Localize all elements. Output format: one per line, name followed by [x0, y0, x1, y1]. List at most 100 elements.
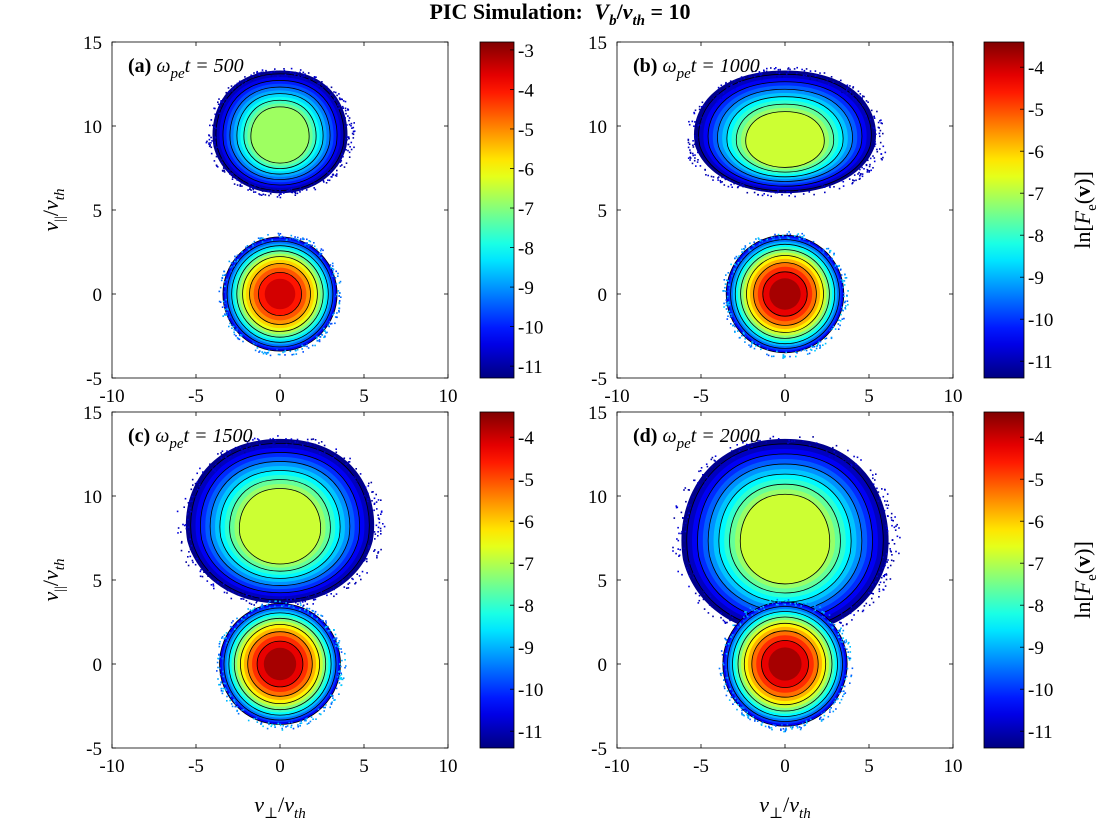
colorbar-tick-label: -8	[518, 239, 534, 260]
beam-noise	[714, 460, 716, 462]
core-noise	[235, 335, 237, 337]
beam-noise	[894, 529, 897, 531]
beam-noise	[303, 74, 306, 76]
core-noise	[279, 723, 282, 725]
beam-noise	[345, 134, 347, 137]
beam-noise	[765, 70, 768, 73]
beam-noise	[283, 192, 285, 194]
beam-noise	[374, 549, 376, 551]
core-noise	[292, 353, 295, 356]
core-noise	[764, 725, 767, 728]
core-noise	[332, 268, 335, 271]
beam-noise	[872, 601, 875, 604]
core-noise	[725, 677, 727, 679]
ytick-label: 5	[598, 201, 608, 222]
beam-noise	[881, 158, 883, 161]
beam-noise	[767, 194, 769, 197]
core-noise	[787, 599, 790, 601]
core-noise	[262, 352, 265, 355]
beam-noise	[234, 446, 237, 449]
beam-noise	[689, 159, 691, 161]
core-noise	[749, 607, 752, 610]
beam-noise	[740, 78, 742, 80]
beam-noise	[833, 451, 836, 453]
beam-noise	[702, 474, 704, 476]
beam-noise	[687, 489, 690, 491]
beam-noise	[861, 166, 863, 169]
core-noise	[241, 333, 244, 336]
core-noise	[844, 277, 847, 279]
core-noise	[723, 685, 726, 688]
beam-noise	[865, 100, 868, 102]
beam-noise	[336, 169, 338, 172]
beam-noise	[249, 183, 251, 186]
beam-noise	[761, 77, 763, 79]
core-noise	[810, 349, 813, 351]
beam-noise	[742, 185, 744, 188]
core-noise	[841, 318, 844, 320]
core-noise	[313, 242, 315, 244]
beam-noise	[345, 138, 347, 140]
beam-noise	[719, 179, 722, 182]
core-noise	[297, 724, 299, 726]
core-noise	[845, 639, 847, 641]
beam-noise	[743, 77, 746, 79]
core-noise	[274, 726, 276, 728]
beam-noise	[717, 99, 719, 102]
core-noise	[226, 307, 228, 310]
beam-noise	[344, 125, 347, 127]
core-noise	[340, 684, 342, 687]
beam-noise	[320, 441, 323, 443]
beam-noise	[259, 72, 262, 74]
core-noise	[254, 243, 256, 245]
core-noise	[333, 699, 335, 701]
core-noise	[744, 710, 746, 712]
beam-noise	[694, 121, 696, 123]
beam-noise	[770, 67, 772, 69]
beam-noise	[775, 71, 778, 74]
beam-noise	[871, 592, 873, 594]
core-noise	[222, 690, 224, 692]
core-noise	[339, 675, 341, 677]
beam-noise	[334, 174, 337, 177]
core-noise	[782, 728, 785, 730]
beam-noise	[284, 73, 287, 76]
beam-noise	[869, 588, 872, 590]
core-noise	[223, 281, 226, 283]
beam-noise	[851, 182, 853, 185]
core-noise	[814, 604, 816, 607]
beam-noise	[367, 498, 369, 500]
beam-noise	[858, 171, 860, 174]
beam-noise	[708, 604, 711, 606]
core-noise	[800, 727, 802, 729]
core-noise	[782, 357, 784, 359]
beam-noise	[244, 81, 247, 84]
beam-noise	[260, 194, 263, 196]
beam-noise	[333, 91, 335, 93]
beam-noise	[310, 450, 313, 452]
core-noise	[338, 301, 341, 304]
core-noise	[338, 295, 340, 297]
core-noise	[222, 657, 224, 660]
ytick-label: 15	[83, 403, 102, 424]
beam-noise	[299, 598, 302, 601]
core-noise	[218, 658, 221, 660]
core-noise	[777, 601, 779, 604]
beam-noise	[231, 90, 234, 92]
beam-noise	[700, 467, 703, 469]
beam-noise	[819, 72, 821, 74]
beam-noise	[875, 133, 877, 135]
beam-noise	[765, 441, 768, 444]
beam-noise	[693, 159, 696, 162]
colorbar-tick-label: -10	[518, 318, 543, 339]
core-noise	[291, 721, 293, 724]
core-noise	[301, 348, 303, 350]
beam-noise	[688, 120, 690, 123]
core-noise	[841, 638, 843, 641]
core-noise	[755, 345, 757, 347]
beam-noise	[364, 494, 366, 497]
beam-noise	[262, 71, 264, 73]
beam-noise	[775, 67, 777, 69]
beam-noise	[707, 612, 710, 614]
beam-noise	[858, 178, 861, 180]
